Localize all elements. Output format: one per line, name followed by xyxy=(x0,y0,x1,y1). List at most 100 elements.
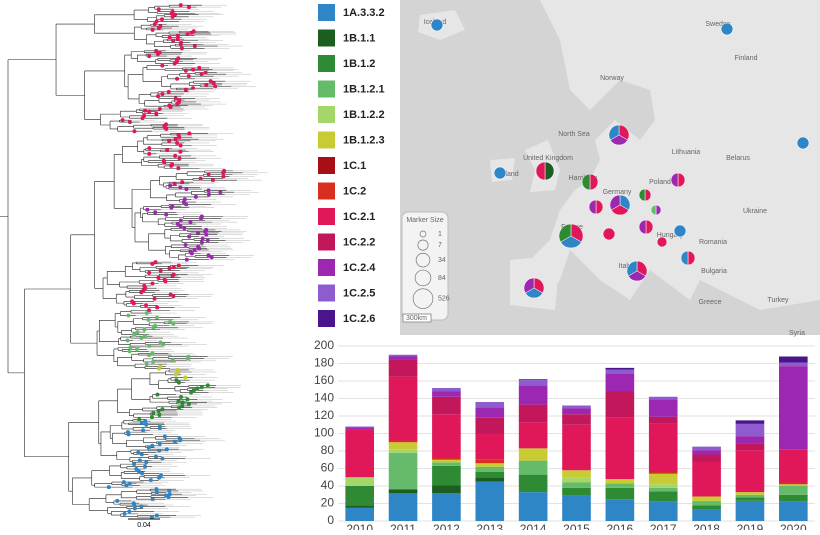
bar-segment xyxy=(388,359,418,377)
tip xyxy=(139,336,144,341)
legend-label: 1B.1.2.2 xyxy=(343,109,385,121)
size-legend-circle xyxy=(414,269,432,287)
tip xyxy=(204,232,209,237)
bar-segment xyxy=(735,492,765,495)
tip xyxy=(198,176,203,181)
tip xyxy=(156,94,161,99)
tip xyxy=(127,509,132,514)
bar-segment xyxy=(518,404,548,423)
tip xyxy=(178,149,183,154)
bar-segment xyxy=(388,452,418,490)
tip xyxy=(149,415,154,420)
bar-segment xyxy=(345,427,374,430)
tip xyxy=(191,388,196,393)
tip xyxy=(128,345,133,350)
tip xyxy=(174,378,179,383)
tip xyxy=(213,84,218,89)
bar-segment xyxy=(345,505,374,508)
tip xyxy=(206,253,211,258)
bar-segment xyxy=(518,474,548,493)
tip xyxy=(121,480,126,485)
bar-segment xyxy=(562,477,591,483)
tip xyxy=(184,257,189,262)
tip xyxy=(155,305,160,310)
tip xyxy=(191,86,196,91)
tip xyxy=(166,89,171,94)
tip xyxy=(158,340,163,345)
bar-segment xyxy=(475,481,505,521)
bar-segment xyxy=(735,443,765,451)
tip xyxy=(175,140,180,145)
tip xyxy=(185,32,190,37)
tip xyxy=(149,515,154,520)
legend-label: 1C.2 xyxy=(343,185,366,197)
tip xyxy=(183,87,188,92)
map-marker xyxy=(602,227,616,241)
bar-segment xyxy=(648,423,678,472)
bar-segment xyxy=(605,479,635,484)
map-marker-slice xyxy=(687,250,696,266)
size-legend-circle xyxy=(417,239,429,251)
tip xyxy=(186,74,191,79)
tip xyxy=(206,188,211,193)
bar-segment xyxy=(735,497,765,501)
legend-label: 1C.2.1 xyxy=(343,211,375,223)
tip xyxy=(156,366,161,371)
bar-segment xyxy=(735,500,765,521)
bar-segment xyxy=(692,461,721,497)
bar-segment xyxy=(735,420,765,424)
tip xyxy=(137,458,142,463)
map-label: Greece xyxy=(699,299,722,306)
tip xyxy=(127,349,132,354)
tip xyxy=(181,200,186,205)
bar-segment xyxy=(345,426,374,428)
bar-segment xyxy=(518,380,548,386)
tip xyxy=(184,202,189,207)
bar-segment xyxy=(692,450,721,455)
bar-segment xyxy=(475,433,505,460)
tip xyxy=(175,33,180,38)
tip xyxy=(203,70,208,75)
land xyxy=(510,0,820,310)
tip xyxy=(195,386,200,391)
map-label: Turkey xyxy=(767,297,789,304)
bar-segment xyxy=(388,356,418,360)
legend-swatch xyxy=(318,284,335,302)
bar-segment xyxy=(432,388,461,392)
x-tick-label: 2013 xyxy=(476,522,503,530)
tip xyxy=(177,156,182,161)
tip xyxy=(150,27,155,32)
tip xyxy=(176,399,181,404)
tip xyxy=(120,118,125,123)
bar-segment xyxy=(562,487,591,496)
bar-segment xyxy=(562,470,591,478)
map-label: Poland xyxy=(649,179,671,186)
tip xyxy=(176,166,181,171)
bar-segment xyxy=(432,462,461,466)
bar-segment xyxy=(432,465,461,486)
tip xyxy=(132,462,137,467)
bar-segment xyxy=(735,423,765,437)
tip xyxy=(210,178,215,183)
tip xyxy=(185,356,190,361)
bar-segment xyxy=(432,396,461,415)
bar-segment xyxy=(648,472,678,474)
tip xyxy=(197,246,202,251)
tip xyxy=(122,511,127,516)
map-label: Belarus xyxy=(726,155,750,162)
tip xyxy=(209,255,214,260)
bar-segment xyxy=(779,356,808,363)
legend-label: 1C.2.2 xyxy=(343,236,375,248)
tree-scale: 0.04 xyxy=(128,518,160,529)
bar-segment xyxy=(475,417,505,434)
bar-segment xyxy=(605,369,635,374)
map-marker-slice xyxy=(680,250,689,266)
tip xyxy=(152,22,157,27)
size-legend-value: 526 xyxy=(438,296,450,303)
tip xyxy=(140,116,145,121)
tip xyxy=(132,506,137,511)
tip xyxy=(175,76,180,81)
tip xyxy=(144,460,149,465)
tip xyxy=(164,212,169,217)
tip xyxy=(132,332,137,337)
